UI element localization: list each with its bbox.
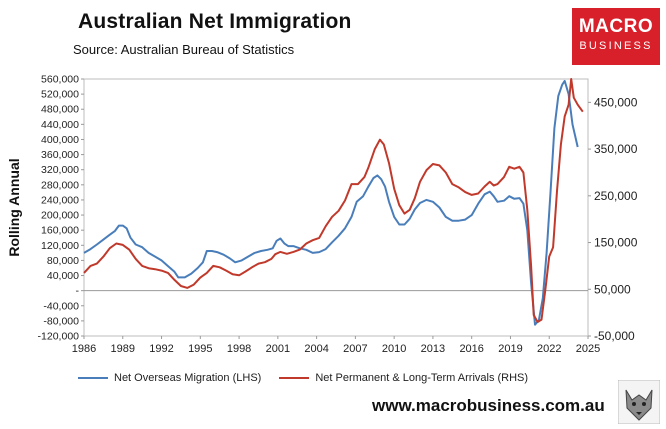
x-tick-label: 2013 xyxy=(421,343,445,355)
legend-swatch-plt xyxy=(279,377,310,379)
y-right-tick-label: 250,000 xyxy=(594,189,638,203)
y-left-tick-label: 40,000 xyxy=(47,270,79,282)
y-left-tick-label: 520,000 xyxy=(41,89,79,101)
y-left-tick-label: 360,000 xyxy=(41,149,79,161)
y-left-tick-label: 80,000 xyxy=(47,255,79,267)
y-left-tick-label: -40,000 xyxy=(43,300,79,312)
plot-area xyxy=(83,78,589,337)
x-tick-label: 1992 xyxy=(149,343,173,355)
y-right-tick-label: 150,000 xyxy=(594,236,638,250)
x-tick-label: 1995 xyxy=(188,343,212,355)
legend-label-nom: Net Overseas Migration (LHS) xyxy=(114,372,262,384)
macrobusiness-logo: MACRO BUSINESS xyxy=(572,8,660,65)
y-right-tick-label: 350,000 xyxy=(594,142,638,156)
x-tick-label: 2016 xyxy=(459,343,483,355)
y-right-tick-label: 50,000 xyxy=(594,282,631,296)
x-tick-label: 2025 xyxy=(576,343,600,355)
x-tick-label: 2007 xyxy=(343,343,367,355)
wolf-mascot-icon xyxy=(618,380,660,424)
chart-source: Source: Australian Bureau of Statistics xyxy=(73,42,295,57)
y-left-tick-label: 280,000 xyxy=(41,179,79,191)
series-line-0 xyxy=(83,79,579,326)
chart-title: Australian Net Immigration xyxy=(78,10,352,33)
x-tick-label: 2010 xyxy=(382,343,406,355)
x-tick-label: 2001 xyxy=(266,343,290,355)
x-tick-label: 2004 xyxy=(304,343,328,355)
y-left-tick-label: 120,000 xyxy=(41,240,79,252)
y-left-tick-label: 160,000 xyxy=(41,225,79,237)
y-left-tick-label: 320,000 xyxy=(41,164,79,176)
y-left-tick-label: -120,000 xyxy=(38,331,80,343)
x-tick-label: 1998 xyxy=(227,343,251,355)
legend-item-plt: Net Permanent & Long-Term Arrivals (RHS) xyxy=(279,372,528,384)
y-left-tick-label: 560,000 xyxy=(41,74,79,86)
website-url: www.macrobusiness.com.au xyxy=(372,396,605,415)
x-tick-label: 2019 xyxy=(498,343,522,355)
legend-label-plt: Net Permanent & Long-Term Arrivals (RHS) xyxy=(315,372,529,384)
logo-line1: MACRO xyxy=(578,16,654,37)
y-right-tick-label: -50,000 xyxy=(594,329,635,343)
series-line-1 xyxy=(83,78,584,323)
y-axis-label: Rolling Annual xyxy=(6,158,22,256)
x-tick-label: 2022 xyxy=(537,343,561,355)
y-right-tick-label: 450,000 xyxy=(594,95,638,109)
y-left-tick-label: 240,000 xyxy=(41,194,79,206)
chart-legend: Net Overseas Migration (LHS) Net Permane… xyxy=(78,372,546,384)
x-tick-label: 1986 xyxy=(72,343,96,355)
logo-line2: BUSINESS xyxy=(579,40,653,52)
x-tick-label: 1989 xyxy=(111,343,135,355)
y-left-tick-label: 400,000 xyxy=(41,134,79,146)
y-left-tick-label: - xyxy=(76,285,80,297)
y-left-tick-label: 440,000 xyxy=(41,119,79,131)
y-left-tick-label: 200,000 xyxy=(41,210,79,222)
y-left-tick-label: -80,000 xyxy=(43,315,79,327)
legend-item-nom: Net Overseas Migration (LHS) xyxy=(78,372,261,384)
y-left-tick-label: 480,000 xyxy=(41,104,79,116)
legend-swatch-nom xyxy=(78,377,108,379)
